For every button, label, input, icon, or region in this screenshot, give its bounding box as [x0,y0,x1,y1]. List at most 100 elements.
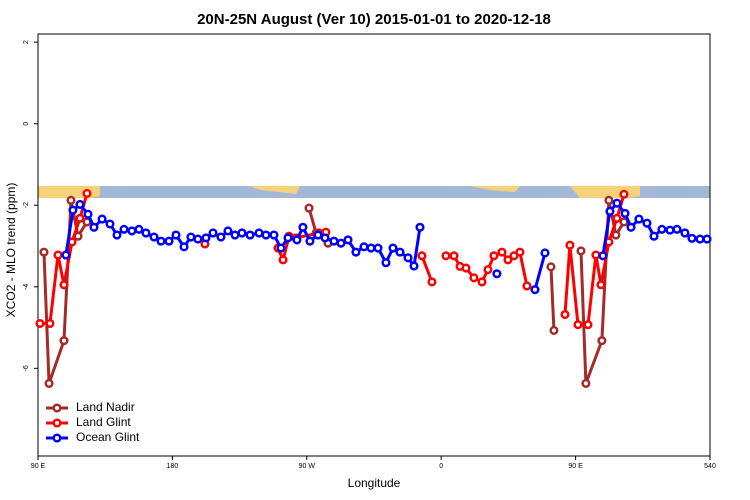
point [604,195,614,205]
point [626,222,636,232]
point [283,233,293,243]
point [305,236,315,246]
point [612,213,622,223]
point [415,222,425,232]
point [298,222,308,232]
plot-frame [37,33,711,457]
point [171,230,181,240]
point [141,228,151,238]
point [680,228,690,238]
point [560,309,570,320]
point [53,250,63,260]
point [605,206,615,216]
x-tick-label: 90 W [299,463,316,470]
point [373,243,383,253]
point [477,277,487,287]
point [134,224,144,234]
point [351,247,361,257]
point [417,251,427,261]
point [97,214,107,224]
point [61,250,71,260]
point [403,253,413,263]
point [269,230,279,240]
point [304,203,314,213]
legend-label: Land Glint [76,415,131,429]
point [75,213,85,223]
point [179,242,189,252]
point [254,228,264,238]
point [343,235,353,245]
point [59,280,69,290]
point [164,236,174,246]
legend-marker [52,403,62,413]
point [149,232,159,242]
point [395,247,405,257]
point [366,243,376,253]
x-tick-label: 90 E [568,463,583,470]
y-tick-label: -4 [23,284,30,290]
point [329,236,339,246]
point [597,336,607,346]
y-axis-label: XCO2 - MLO trend (ppm) [4,183,18,318]
point [39,247,49,257]
point [583,320,593,330]
point [540,248,550,258]
point [245,230,255,240]
point [522,281,532,291]
x-tick-label: 90 E [31,463,46,470]
point [665,225,675,235]
x-tick-label: 0 [439,463,443,470]
point [695,234,705,244]
point [59,336,69,346]
legend-marker [52,418,62,428]
point [193,234,203,244]
point [223,226,233,236]
point [127,226,137,236]
point [66,195,76,205]
point [620,208,630,218]
point [427,277,437,287]
point [449,251,459,261]
point [320,233,330,243]
point [576,246,586,256]
point [276,243,286,253]
y-tick-label: 2 [23,40,30,44]
point [83,209,93,219]
point [503,255,513,265]
point [492,269,502,279]
point [381,258,391,268]
point [35,318,45,329]
point [409,261,419,271]
point [581,378,591,388]
point [82,188,92,198]
point [68,205,78,215]
point [186,232,196,242]
point [461,263,471,273]
point [230,230,240,240]
point [313,230,323,240]
point [359,242,369,252]
point [278,255,288,265]
point [441,251,451,261]
point [237,228,247,238]
point [591,250,601,260]
point [201,233,211,243]
point [634,214,644,224]
point [292,235,302,245]
point [549,325,559,335]
y-tick-label: -6 [23,365,30,371]
point [596,280,606,290]
point [44,378,54,388]
point [657,224,667,234]
point [156,236,166,246]
point [687,233,697,243]
point [483,265,493,275]
point [573,320,583,330]
point [598,251,608,261]
y-tick-label: -2 [23,202,30,208]
y-tick-label: 0 [23,122,30,126]
point [546,262,556,272]
point [565,240,575,250]
point [216,232,226,242]
